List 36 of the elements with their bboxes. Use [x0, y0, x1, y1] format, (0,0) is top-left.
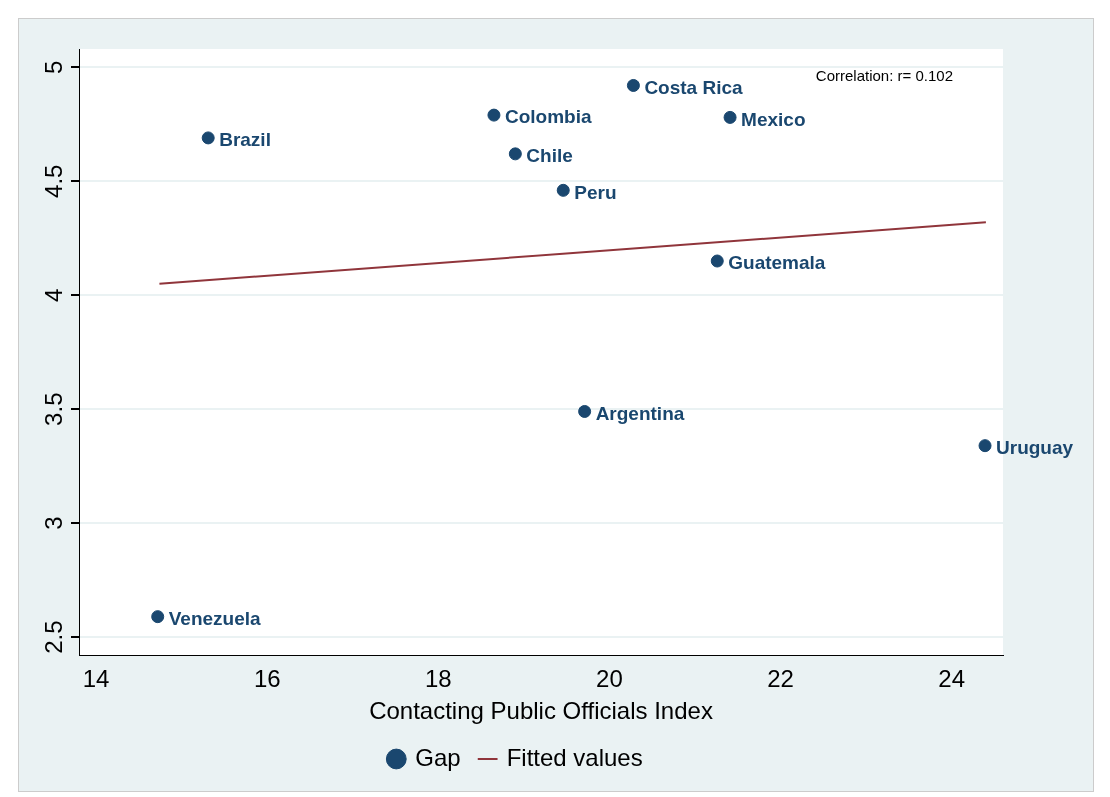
- point: [487, 108, 501, 122]
- annotation: Mexico: [741, 108, 806, 130]
- point: [151, 610, 165, 624]
- annotation: Guatemala: [728, 252, 826, 274]
- x-tick-label: 16: [253, 665, 281, 693]
- annotation: Correlation: r= 0.102: [815, 67, 953, 85]
- annotation: Brazil: [219, 129, 271, 151]
- x-tick-label: 22: [767, 665, 794, 693]
- annotation: Argentina: [595, 402, 685, 424]
- annotation: Chile: [526, 145, 573, 167]
- y-tick-label: 3: [39, 516, 67, 530]
- point: [508, 147, 522, 161]
- annotation: Peru: [574, 181, 617, 203]
- x-tick-label: 20: [596, 665, 623, 693]
- y-tick-label: 3.5: [39, 392, 67, 426]
- point: [578, 404, 592, 418]
- annotation: Uruguay: [996, 436, 1074, 458]
- y-tick-label: 5: [39, 60, 67, 74]
- annotation: Costa Rica: [644, 76, 744, 98]
- annotation: Colombia: [504, 106, 592, 128]
- annotation: Venezuela: [168, 607, 262, 629]
- legend-label: Gap: [415, 743, 461, 771]
- point: [723, 110, 737, 124]
- point: [978, 439, 992, 453]
- x-axis-title: Contacting Public Officials Index: [369, 697, 713, 725]
- point: [556, 183, 570, 197]
- x-tick-label: 24: [938, 665, 966, 693]
- y-tick-label: 4: [39, 288, 67, 302]
- y-tick-label: 2.5: [39, 620, 67, 654]
- x-tick-label: 18: [424, 665, 452, 693]
- x-tick-label: 14: [82, 665, 110, 693]
- y-tick-label: 4.5: [39, 164, 67, 198]
- point: [201, 131, 215, 145]
- point: [710, 254, 724, 268]
- point: [626, 78, 640, 92]
- legend-label: Fitted values: [506, 743, 643, 771]
